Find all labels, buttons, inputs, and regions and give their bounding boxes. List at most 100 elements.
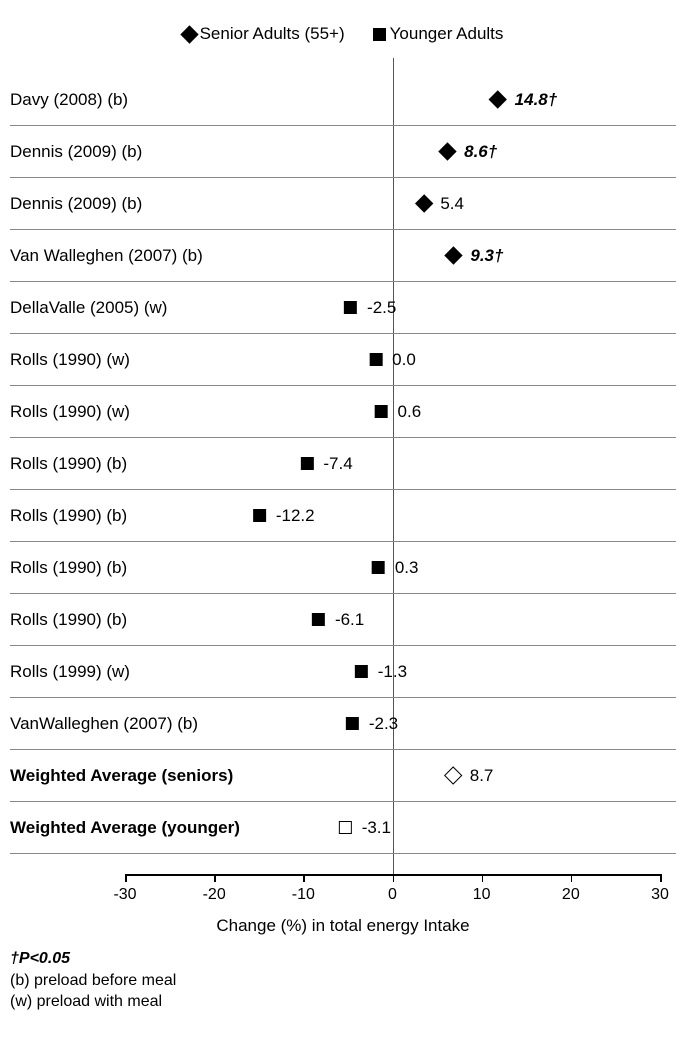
diamond-icon — [180, 25, 198, 43]
tick-label: 20 — [562, 886, 580, 904]
chart-row: Rolls (1990) (b) -6.1 — [10, 594, 676, 646]
legend-younger-label: Younger Adults — [390, 24, 504, 44]
value-label: -2.3 — [369, 714, 398, 734]
diamond-icon — [438, 142, 456, 160]
data-point: 8.7 — [447, 766, 494, 786]
chart-row: Weighted Average (seniors) 8.7 — [10, 750, 676, 802]
data-point: 0.3 — [372, 558, 419, 578]
row-label: DellaValle (2005) (w) — [10, 298, 167, 318]
square-icon — [253, 509, 266, 522]
legend-senior-label: Senior Adults (55+) — [200, 24, 345, 44]
row-label: Rolls (1990) (b) — [10, 558, 127, 578]
chart-row: Van Walleghen (2007) (b) 9.3† — [10, 230, 676, 282]
row-label: VanWalleghen (2007) (b) — [10, 714, 198, 734]
legend-younger: Younger Adults — [373, 24, 504, 44]
chart-row: Rolls (1990) (b) -7.4 — [10, 438, 676, 490]
axis-tick — [125, 874, 127, 882]
significance-note: †P<0.05 — [10, 948, 676, 970]
value-label: 8.6† — [464, 142, 497, 162]
square-icon — [355, 665, 368, 678]
square-icon — [300, 457, 313, 470]
data-point: 0.6 — [375, 402, 422, 422]
row-label: Van Walleghen (2007) (b) — [10, 246, 203, 266]
square-icon — [372, 561, 385, 574]
chart-row: Weighted Average (younger) -3.1 — [10, 802, 676, 854]
row-label: Weighted Average (younger) — [10, 818, 240, 838]
square-icon — [375, 405, 388, 418]
data-point: 8.6† — [441, 142, 497, 162]
square-icon — [312, 613, 325, 626]
data-point: 5.4 — [417, 194, 464, 214]
footnotes: †P<0.05 (b) preload before meal (w) prel… — [10, 948, 676, 1013]
x-axis-title: Change (%) in total energy Intake — [216, 916, 469, 936]
square-icon — [346, 717, 359, 730]
value-label: 14.8† — [515, 90, 558, 110]
data-point: -6.1 — [312, 610, 364, 630]
tick-label: 0 — [388, 886, 397, 904]
value-label: -7.4 — [323, 454, 352, 474]
legend-senior: Senior Adults (55+) — [183, 24, 345, 44]
data-point: -1.3 — [355, 662, 407, 682]
row-label: Dennis (2009) (b) — [10, 194, 142, 214]
data-point: -12.2 — [253, 506, 315, 526]
data-point: 14.8† — [492, 90, 558, 110]
axis-tick — [214, 874, 216, 882]
value-label: -6.1 — [335, 610, 364, 630]
value-label: 5.4 — [440, 194, 464, 214]
data-point: -3.1 — [339, 818, 391, 838]
value-label: 9.3† — [470, 246, 503, 266]
legend: Senior Adults (55+) Younger Adults — [10, 10, 676, 74]
axis-tick — [482, 874, 484, 882]
square-icon — [369, 353, 382, 366]
axis-tick — [571, 874, 573, 882]
chart-row: Rolls (1999) (w) -1.3 — [10, 646, 676, 698]
value-label: 0.0 — [392, 350, 416, 370]
chart-row: Rolls (1990) (b) -12.2 — [10, 490, 676, 542]
axis-tick — [660, 874, 662, 882]
data-point: 9.3† — [447, 246, 503, 266]
chart-row: Rolls (1990) (w) 0.6 — [10, 386, 676, 438]
square-icon — [373, 28, 386, 41]
row-label: Rolls (1999) (w) — [10, 662, 130, 682]
diamond-icon — [445, 246, 463, 264]
chart-row: DellaValle (2005) (w) -2.5 — [10, 282, 676, 334]
row-label: Rolls (1990) (b) — [10, 610, 127, 630]
chart-row: Davy (2008) (b) 14.8† — [10, 74, 676, 126]
tick-label: -20 — [203, 886, 226, 904]
footnote-b: (b) preload before meal — [10, 970, 676, 992]
chart-row: Rolls (1990) (w) 0.0 — [10, 334, 676, 386]
row-label: Davy (2008) (b) — [10, 90, 128, 110]
row-label: Dennis (2009) (b) — [10, 142, 142, 162]
row-label: Rolls (1990) (w) — [10, 350, 130, 370]
diamond-icon — [444, 766, 462, 784]
value-label: -2.5 — [367, 298, 396, 318]
tick-label: 30 — [651, 886, 669, 904]
chart-row: Rolls (1990) (b) 0.3 — [10, 542, 676, 594]
value-label: 0.3 — [395, 558, 419, 578]
data-point: -2.3 — [346, 714, 398, 734]
diamond-icon — [415, 194, 433, 212]
axis-tick — [393, 874, 395, 882]
x-axis: Change (%) in total energy Intake -30 -20… — [10, 874, 676, 944]
value-label: -12.2 — [276, 506, 315, 526]
square-icon — [339, 821, 352, 834]
value-label: 0.6 — [398, 402, 422, 422]
data-point: -2.5 — [344, 298, 396, 318]
forest-plot: Davy (2008) (b) 14.8† Dennis (2009) (b) 8.6… — [10, 74, 676, 944]
chart-rows: Davy (2008) (b) 14.8† Dennis (2009) (b) 8.6… — [10, 74, 676, 854]
tick-label: -10 — [292, 886, 315, 904]
chart-row: VanWalleghen (2007) (b) -2.3 — [10, 698, 676, 750]
row-label: Weighted Average (seniors) — [10, 766, 233, 786]
tick-label: 10 — [473, 886, 491, 904]
value-label: -1.3 — [378, 662, 407, 682]
row-label: Rolls (1990) (b) — [10, 454, 127, 474]
row-label: Rolls (1990) (b) — [10, 506, 127, 526]
value-label: -3.1 — [362, 818, 391, 838]
axis-tick — [303, 874, 305, 882]
value-label: 8.7 — [470, 766, 494, 786]
data-point: 0.0 — [369, 350, 416, 370]
data-point: -7.4 — [300, 454, 352, 474]
square-icon — [344, 301, 357, 314]
row-label: Rolls (1990) (w) — [10, 402, 130, 422]
tick-label: -30 — [113, 886, 136, 904]
